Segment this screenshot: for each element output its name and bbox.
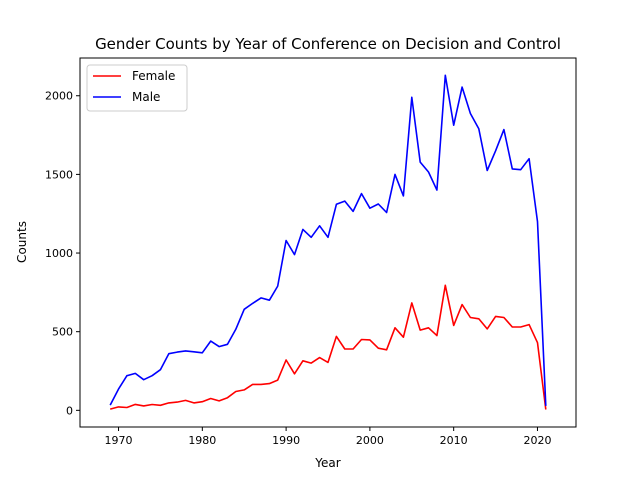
x-axis-label: Year: [314, 456, 340, 470]
y-tick-label: 0: [66, 404, 73, 417]
y-axis: 0 500 1000 1500 2000: [45, 90, 80, 417]
x-tick-label: 2000: [356, 434, 384, 447]
series-line-female: [109, 284, 547, 410]
chart-title: Gender Counts by Year of Conference on D…: [95, 35, 561, 53]
plot-layer: [109, 74, 547, 410]
x-axis: 1970 1980 1990 2000 2010 2020: [105, 427, 551, 447]
x-tick-label: 2020: [523, 434, 551, 447]
x-tick-label: 1980: [188, 434, 216, 447]
series-line-male: [109, 74, 547, 406]
y-axis-label: Counts: [15, 221, 29, 263]
legend-label-female: Female: [132, 69, 175, 83]
y-tick-label: 500: [52, 326, 73, 339]
y-tick-label: 1000: [45, 247, 73, 260]
y-tick-label: 1500: [45, 168, 73, 181]
y-tick-label: 2000: [45, 90, 73, 103]
x-tick-label: 2010: [440, 434, 468, 447]
plot-frame: [79, 57, 577, 428]
legend-label-male: Male: [132, 90, 160, 104]
x-tick-label: 1990: [272, 434, 300, 447]
x-tick-label: 1970: [105, 434, 133, 447]
plot-area: [80, 58, 576, 427]
legend: Female Male: [86, 64, 188, 112]
